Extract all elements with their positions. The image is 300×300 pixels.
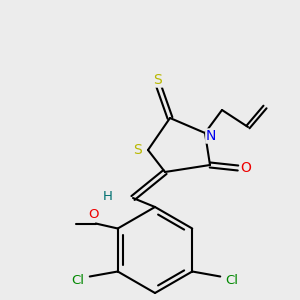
Text: H: H [103,190,113,202]
Text: S: S [154,73,162,87]
Text: O: O [88,208,99,221]
Text: S: S [134,143,142,157]
Text: N: N [206,129,216,143]
Text: Cl: Cl [226,274,239,287]
Text: Cl: Cl [71,274,84,287]
Text: O: O [241,161,251,175]
